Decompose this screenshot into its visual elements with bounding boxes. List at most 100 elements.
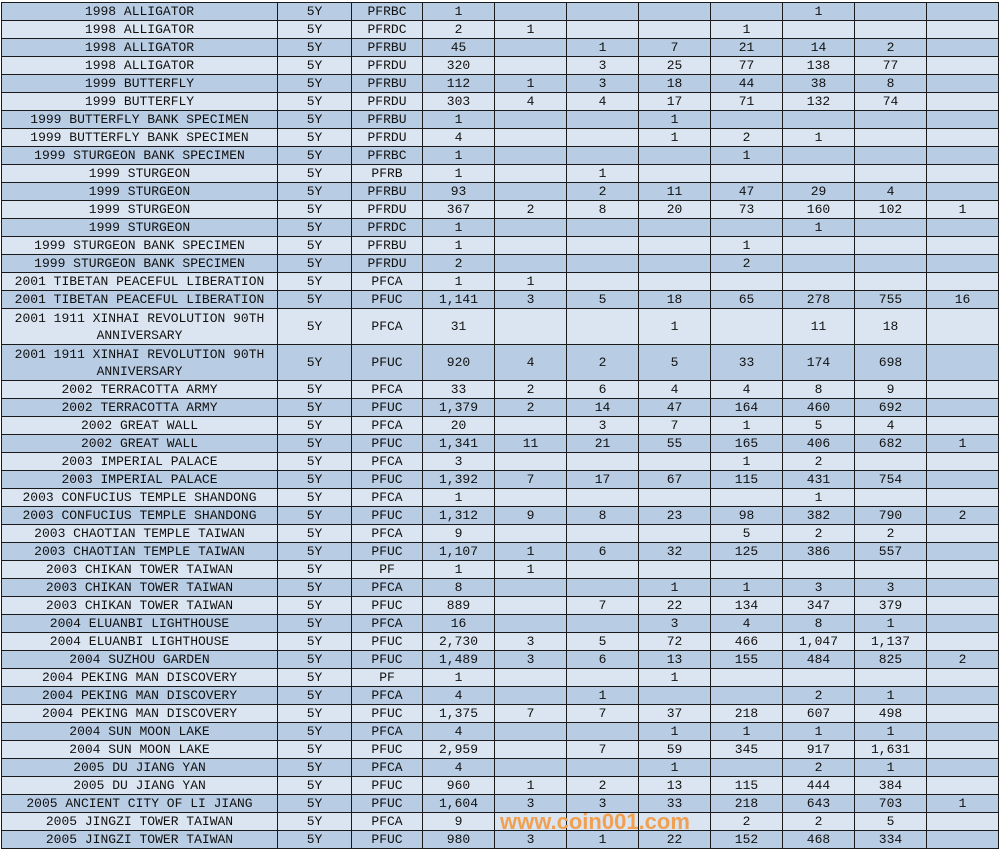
cell-count[interactable]: 14 — [782, 38, 855, 57]
cell-count[interactable]: 4 — [638, 380, 711, 399]
cell-count[interactable]: 164 — [710, 398, 783, 417]
cell-count[interactable] — [710, 560, 783, 579]
cell-term[interactable]: 5Y — [277, 686, 352, 705]
cell-count[interactable]: 23 — [638, 506, 711, 525]
cell-count[interactable]: 18 — [854, 308, 927, 345]
cell-count[interactable]: 55 — [638, 434, 711, 453]
cell-count[interactable]: 115 — [710, 470, 783, 489]
cell-count[interactable]: 1 — [782, 128, 855, 147]
cell-count[interactable]: 2 — [494, 398, 567, 417]
cell-count[interactable]: 3 — [854, 578, 927, 597]
cell-grade-code[interactable]: PFUC — [351, 776, 423, 795]
cell-total[interactable]: 1,604 — [422, 794, 495, 813]
cell-term[interactable]: 5Y — [277, 380, 352, 399]
cell-count[interactable]: 11 — [782, 308, 855, 345]
cell-count[interactable]: 6 — [566, 542, 639, 561]
cell-grade-code[interactable]: PFCA — [351, 488, 423, 507]
cell-grade-code[interactable]: PFRDU — [351, 200, 423, 219]
cell-count[interactable] — [566, 560, 639, 579]
cell-term[interactable]: 5Y — [277, 74, 352, 93]
cell-count[interactable]: 468 — [782, 830, 855, 849]
cell-count[interactable]: 1 — [566, 686, 639, 705]
cell-count[interactable]: 1 — [566, 164, 639, 183]
cell-term[interactable]: 5Y — [277, 92, 352, 111]
cell-count[interactable]: 1 — [638, 722, 711, 741]
cell-count[interactable]: 2 — [782, 686, 855, 705]
cell-count[interactable] — [638, 2, 711, 21]
cell-term[interactable]: 5Y — [277, 20, 352, 39]
cell-count[interactable]: 2 — [782, 452, 855, 471]
cell-count[interactable]: 1 — [638, 110, 711, 129]
cell-count[interactable]: 6 — [566, 650, 639, 669]
cell-count[interactable]: 917 — [782, 740, 855, 759]
cell-total[interactable]: 16 — [422, 614, 495, 633]
cell-grade-code[interactable]: PFRBC — [351, 2, 423, 21]
cell-count[interactable]: 3 — [494, 794, 567, 813]
cell-issue-name[interactable]: 1998 ALLIGATOR — [1, 2, 278, 21]
cell-count[interactable]: 47 — [638, 398, 711, 417]
cell-total[interactable]: 1,312 — [422, 506, 495, 525]
cell-count[interactable] — [854, 146, 927, 165]
cell-count[interactable]: 1 — [494, 542, 567, 561]
cell-count[interactable]: 386 — [782, 542, 855, 561]
cell-total[interactable]: 1 — [422, 146, 495, 165]
cell-term[interactable]: 5Y — [277, 578, 352, 597]
cell-count[interactable] — [926, 758, 999, 777]
cell-issue-name[interactable]: 2004 SUN MOON LAKE — [1, 722, 278, 741]
cell-count[interactable]: 20 — [638, 200, 711, 219]
cell-count[interactable]: 1 — [710, 20, 783, 39]
cell-total[interactable]: 980 — [422, 830, 495, 849]
cell-count[interactable]: 698 — [854, 344, 927, 381]
cell-count[interactable]: 8 — [782, 614, 855, 633]
cell-count[interactable] — [638, 524, 711, 543]
cell-count[interactable] — [494, 524, 567, 543]
cell-count[interactable] — [926, 668, 999, 687]
cell-term[interactable]: 5Y — [277, 794, 352, 813]
cell-count[interactable] — [566, 146, 639, 165]
cell-term[interactable]: 5Y — [277, 200, 352, 219]
cell-total[interactable]: 1 — [422, 2, 495, 21]
cell-term[interactable]: 5Y — [277, 272, 352, 291]
cell-grade-code[interactable]: PFCA — [351, 758, 423, 777]
cell-grade-code[interactable]: PFCA — [351, 614, 423, 633]
cell-count[interactable]: 334 — [854, 830, 927, 849]
cell-count[interactable] — [926, 470, 999, 489]
cell-total[interactable]: 9 — [422, 812, 495, 831]
cell-total[interactable]: 1,341 — [422, 434, 495, 453]
cell-issue-name[interactable]: 1998 ALLIGATOR — [1, 38, 278, 57]
cell-term[interactable]: 5Y — [277, 452, 352, 471]
cell-count[interactable] — [854, 236, 927, 255]
cell-term[interactable]: 5Y — [277, 776, 352, 795]
cell-total[interactable]: 1 — [422, 668, 495, 687]
cell-count[interactable]: 3 — [494, 632, 567, 651]
cell-grade-code[interactable]: PFUC — [351, 506, 423, 525]
cell-count[interactable]: 1 — [782, 2, 855, 21]
cell-count[interactable] — [494, 668, 567, 687]
cell-count[interactable]: 11 — [494, 434, 567, 453]
cell-count[interactable]: 33 — [710, 344, 783, 381]
cell-count[interactable] — [494, 740, 567, 759]
cell-total[interactable]: 2,959 — [422, 740, 495, 759]
cell-issue-name[interactable]: 2003 CONFUCIUS TEMPLE SHANDONG — [1, 506, 278, 525]
cell-count[interactable]: 1 — [710, 722, 783, 741]
cell-count[interactable] — [854, 560, 927, 579]
cell-issue-name[interactable]: 1999 BUTTERFLY — [1, 74, 278, 93]
cell-count[interactable] — [710, 308, 783, 345]
cell-count[interactable]: 9 — [854, 380, 927, 399]
cell-issue-name[interactable]: 1999 STURGEON — [1, 200, 278, 219]
cell-count[interactable]: 5 — [782, 416, 855, 435]
cell-count[interactable] — [638, 452, 711, 471]
cell-count[interactable] — [638, 164, 711, 183]
cell-count[interactable] — [638, 488, 711, 507]
cell-count[interactable]: 1 — [566, 830, 639, 849]
cell-count[interactable] — [494, 596, 567, 615]
cell-term[interactable]: 5Y — [277, 668, 352, 687]
cell-total[interactable]: 1,379 — [422, 398, 495, 417]
cell-count[interactable] — [926, 56, 999, 75]
cell-total[interactable]: 1,141 — [422, 290, 495, 309]
cell-issue-name[interactable]: 2002 TERRACOTTA ARMY — [1, 380, 278, 399]
cell-count[interactable]: 5 — [854, 812, 927, 831]
cell-count[interactable]: 59 — [638, 740, 711, 759]
cell-count[interactable]: 1 — [926, 794, 999, 813]
cell-issue-name[interactable]: 2003 CHAOTIAN TEMPLE TAIWAN — [1, 524, 278, 543]
